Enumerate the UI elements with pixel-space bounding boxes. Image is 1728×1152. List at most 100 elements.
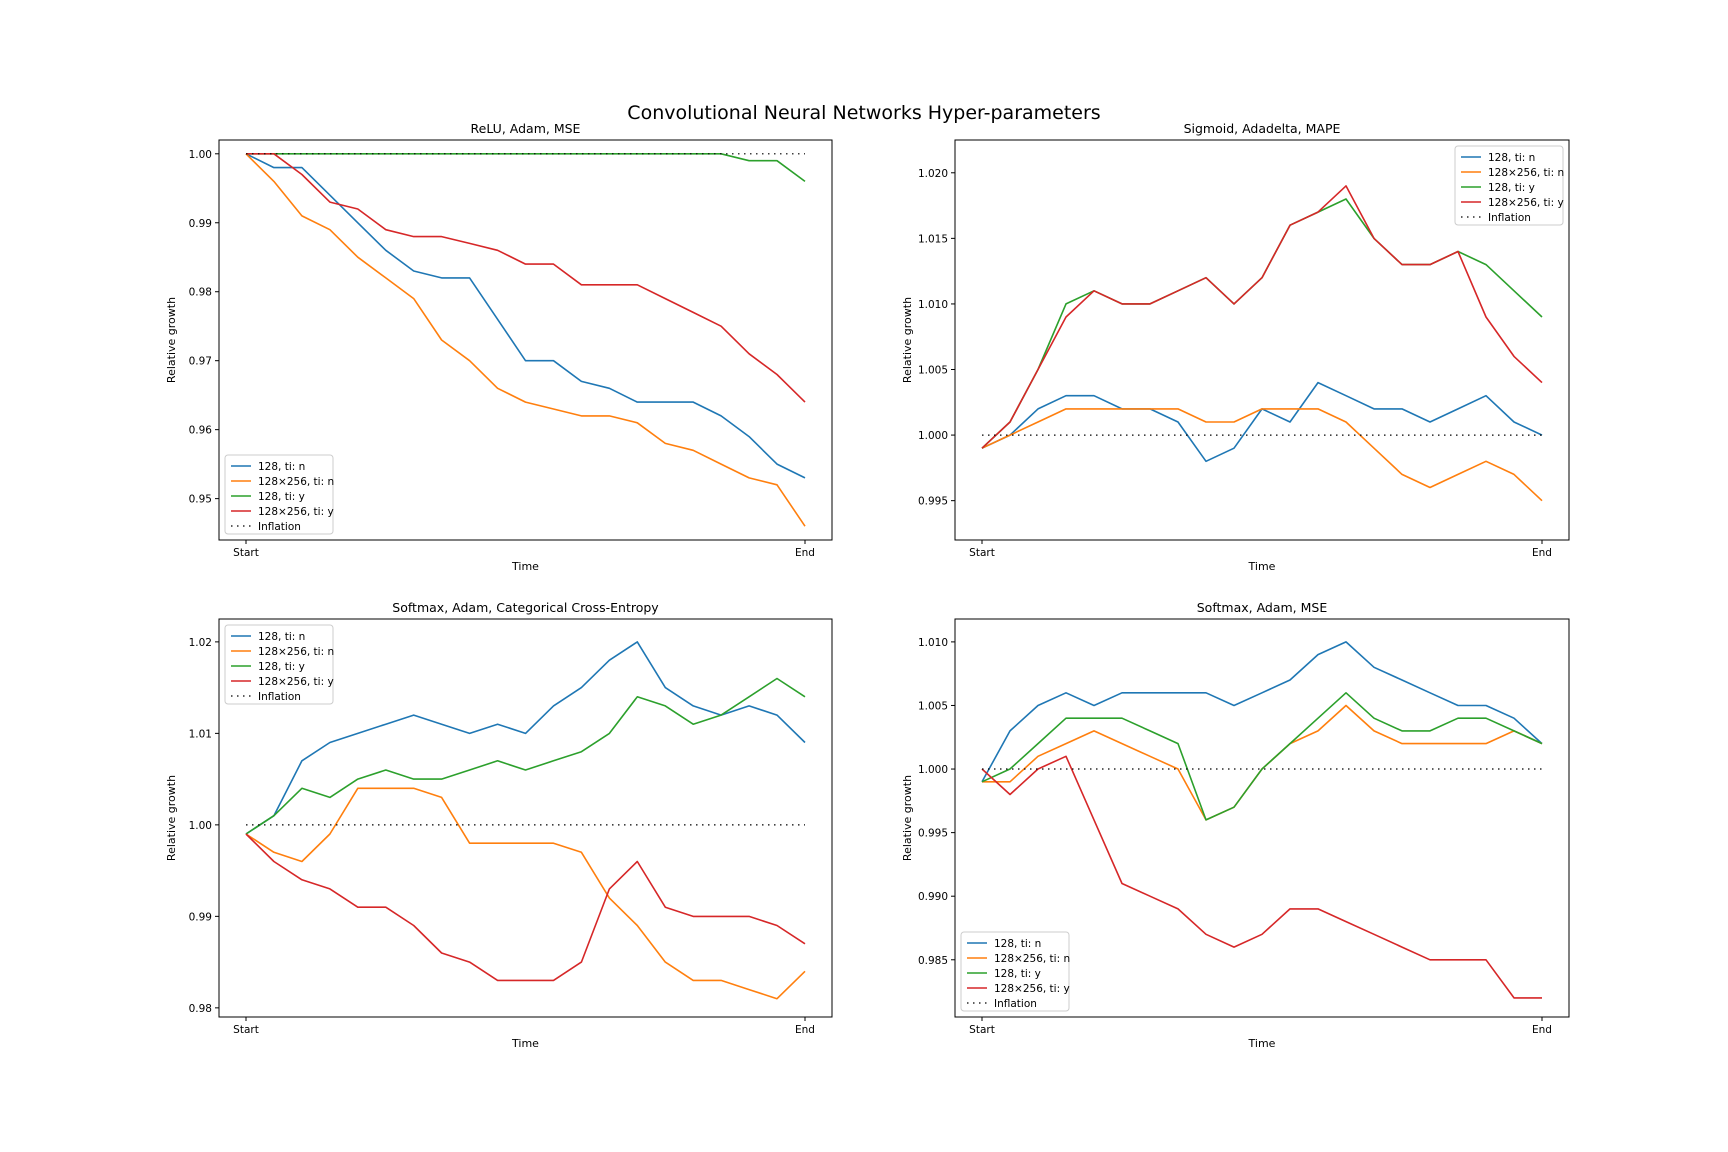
series-line-0 bbox=[981, 381, 1543, 463]
legend-label: 128, ti: n bbox=[1488, 152, 1535, 164]
legend-label: 128, ti: y bbox=[994, 968, 1041, 980]
series-lines bbox=[981, 185, 1543, 502]
y-tick-label: 0.995 bbox=[918, 496, 948, 508]
legend-label: 128×256, ti: y bbox=[258, 506, 334, 518]
legend-box bbox=[224, 624, 334, 705]
series-lines bbox=[245, 153, 806, 527]
x-tick-label: End bbox=[795, 547, 815, 559]
legend-box bbox=[960, 931, 1070, 1012]
x-tick-label: End bbox=[1532, 547, 1552, 559]
figure-title: Convolutional Neural Networks Hyper-para… bbox=[627, 102, 1100, 124]
y-axis-label: Relative growth bbox=[165, 297, 178, 383]
series-lines bbox=[245, 641, 806, 1000]
legend: 128, ti: n 128×256, ti: n 128, ti: y 128×25… bbox=[224, 454, 334, 535]
axes-frame bbox=[218, 139, 833, 541]
series-line-3 bbox=[981, 185, 1543, 449]
series-line-0 bbox=[981, 641, 1543, 783]
legend-label: Inflation bbox=[1488, 212, 1531, 224]
legend: 128, ti: n 128×256, ti: n 128, ti: y 128×25… bbox=[1454, 145, 1564, 226]
legend-label: 128, ti: n bbox=[258, 631, 305, 643]
series-line-1 bbox=[982, 704, 1543, 821]
y-tick-label: 0.985 bbox=[918, 955, 948, 967]
subplot-title: Softmax, Adam, MSE bbox=[1197, 600, 1328, 615]
legend-box bbox=[224, 454, 334, 535]
series-lines bbox=[981, 641, 1543, 999]
subplot-4: Softmax, Adam, MSE 0.985 0.990 0.995 1.000 1.… bbox=[901, 600, 1570, 1050]
y-tick-label: 0.98 bbox=[189, 287, 212, 299]
series-line-2 bbox=[981, 691, 1543, 821]
y-axis-label: Relative growth bbox=[165, 775, 178, 861]
x-tick-label: End bbox=[795, 1024, 815, 1036]
legend-box bbox=[1454, 145, 1564, 226]
x-axis-label: Time bbox=[511, 1037, 539, 1050]
y-tick-label: 1.010 bbox=[918, 637, 948, 649]
y-tick-label: 0.96 bbox=[189, 425, 213, 437]
x-tick-label: Start bbox=[233, 547, 259, 559]
axes-frame bbox=[218, 618, 833, 1018]
series-line-0 bbox=[245, 641, 806, 835]
series-line-3 bbox=[981, 755, 1542, 999]
y-tick-label: 0.97 bbox=[189, 356, 212, 368]
legend-label: 128, ti: n bbox=[994, 938, 1041, 950]
y-tick-label: 0.99 bbox=[189, 911, 212, 923]
x-tick-label: Start bbox=[969, 547, 995, 559]
legend-label: 128×256, ti: y bbox=[994, 983, 1070, 995]
series-line-1 bbox=[245, 153, 806, 527]
y-tick-label: 1.010 bbox=[918, 299, 948, 311]
legend-label: 128×256, ti: n bbox=[258, 476, 334, 488]
series-line-3 bbox=[246, 153, 806, 403]
legend-label: Inflation bbox=[994, 998, 1037, 1010]
legend: 128, ti: n 128×256, ti: n 128, ti: y 128×25… bbox=[224, 624, 334, 705]
subplot-title: Sigmoid, Adadelta, MAPE bbox=[1184, 121, 1341, 136]
y-tick-label: 1.005 bbox=[918, 700, 948, 712]
legend-label: Inflation bbox=[258, 521, 301, 533]
legend-label: 128×256, ti: n bbox=[994, 953, 1070, 965]
y-tick-label: 1.02 bbox=[189, 637, 212, 649]
y-tick-label: 1.00 bbox=[189, 820, 212, 832]
x-axis-label: Time bbox=[511, 560, 539, 573]
series-line-1 bbox=[245, 787, 806, 1000]
subplot-3: Softmax, Adam, Categorical Cross-Entropy… bbox=[165, 600, 833, 1050]
legend-label: 128×256, ti: y bbox=[258, 676, 334, 688]
x-tick-label: Start bbox=[969, 1024, 995, 1036]
legend-label: Inflation bbox=[258, 691, 301, 703]
legend: 128, ti: n 128×256, ti: n 128, ti: y 128×25… bbox=[960, 931, 1070, 1012]
legend-label: 128, ti: n bbox=[258, 461, 305, 473]
y-tick-label: 1.00 bbox=[189, 149, 212, 161]
series-line-1 bbox=[981, 408, 1543, 502]
legend-label: 128×256, ti: n bbox=[1488, 167, 1564, 179]
subplot-2: Sigmoid, Adadelta, MAPE 0.995 1.000 1.005 1.… bbox=[901, 121, 1570, 573]
axes-frame bbox=[954, 618, 1570, 1018]
legend-label: 128×256, ti: y bbox=[1488, 197, 1564, 209]
y-tick-label: 0.99 bbox=[189, 218, 212, 230]
x-axis-label: Time bbox=[1248, 560, 1276, 573]
series-line-2 bbox=[981, 198, 1543, 449]
y-tick-label: 0.990 bbox=[918, 891, 948, 903]
legend-label: 128, ti: y bbox=[258, 491, 305, 503]
y-axis-label: Relative growth bbox=[901, 297, 914, 383]
axes-frame bbox=[954, 139, 1570, 541]
subplot-title: Softmax, Adam, Categorical Cross-Entropy bbox=[392, 600, 659, 615]
legend-label: 128×256, ti: n bbox=[258, 646, 334, 658]
legend-label: 128, ti: y bbox=[258, 661, 305, 673]
subplot-1: ReLU, Adam, MSE 0.95 0.96 0.97 0.98 0.99 1.00 S… bbox=[165, 121, 833, 573]
y-axis-label: Relative growth bbox=[901, 775, 914, 861]
y-tick-label: 0.995 bbox=[918, 828, 948, 840]
series-line-3 bbox=[245, 833, 806, 982]
y-tick-label: 1.020 bbox=[918, 168, 948, 180]
y-tick-label: 1.01 bbox=[189, 728, 212, 740]
x-tick-label: End bbox=[1532, 1024, 1552, 1036]
x-tick-label: Start bbox=[233, 1024, 259, 1036]
y-tick-label: 1.005 bbox=[918, 365, 948, 377]
legend-label: 128, ti: y bbox=[1488, 182, 1535, 194]
y-tick-label: 0.98 bbox=[189, 1003, 212, 1015]
x-axis-label: Time bbox=[1248, 1037, 1276, 1050]
y-tick-label: 1.000 bbox=[918, 764, 948, 776]
y-tick-label: 1.015 bbox=[918, 233, 948, 245]
y-tick-label: 1.000 bbox=[918, 430, 948, 442]
y-tick-label: 0.95 bbox=[189, 494, 212, 506]
subplot-title: ReLU, Adam, MSE bbox=[471, 121, 581, 136]
series-line-2 bbox=[246, 153, 806, 183]
series-line-2 bbox=[245, 677, 806, 835]
